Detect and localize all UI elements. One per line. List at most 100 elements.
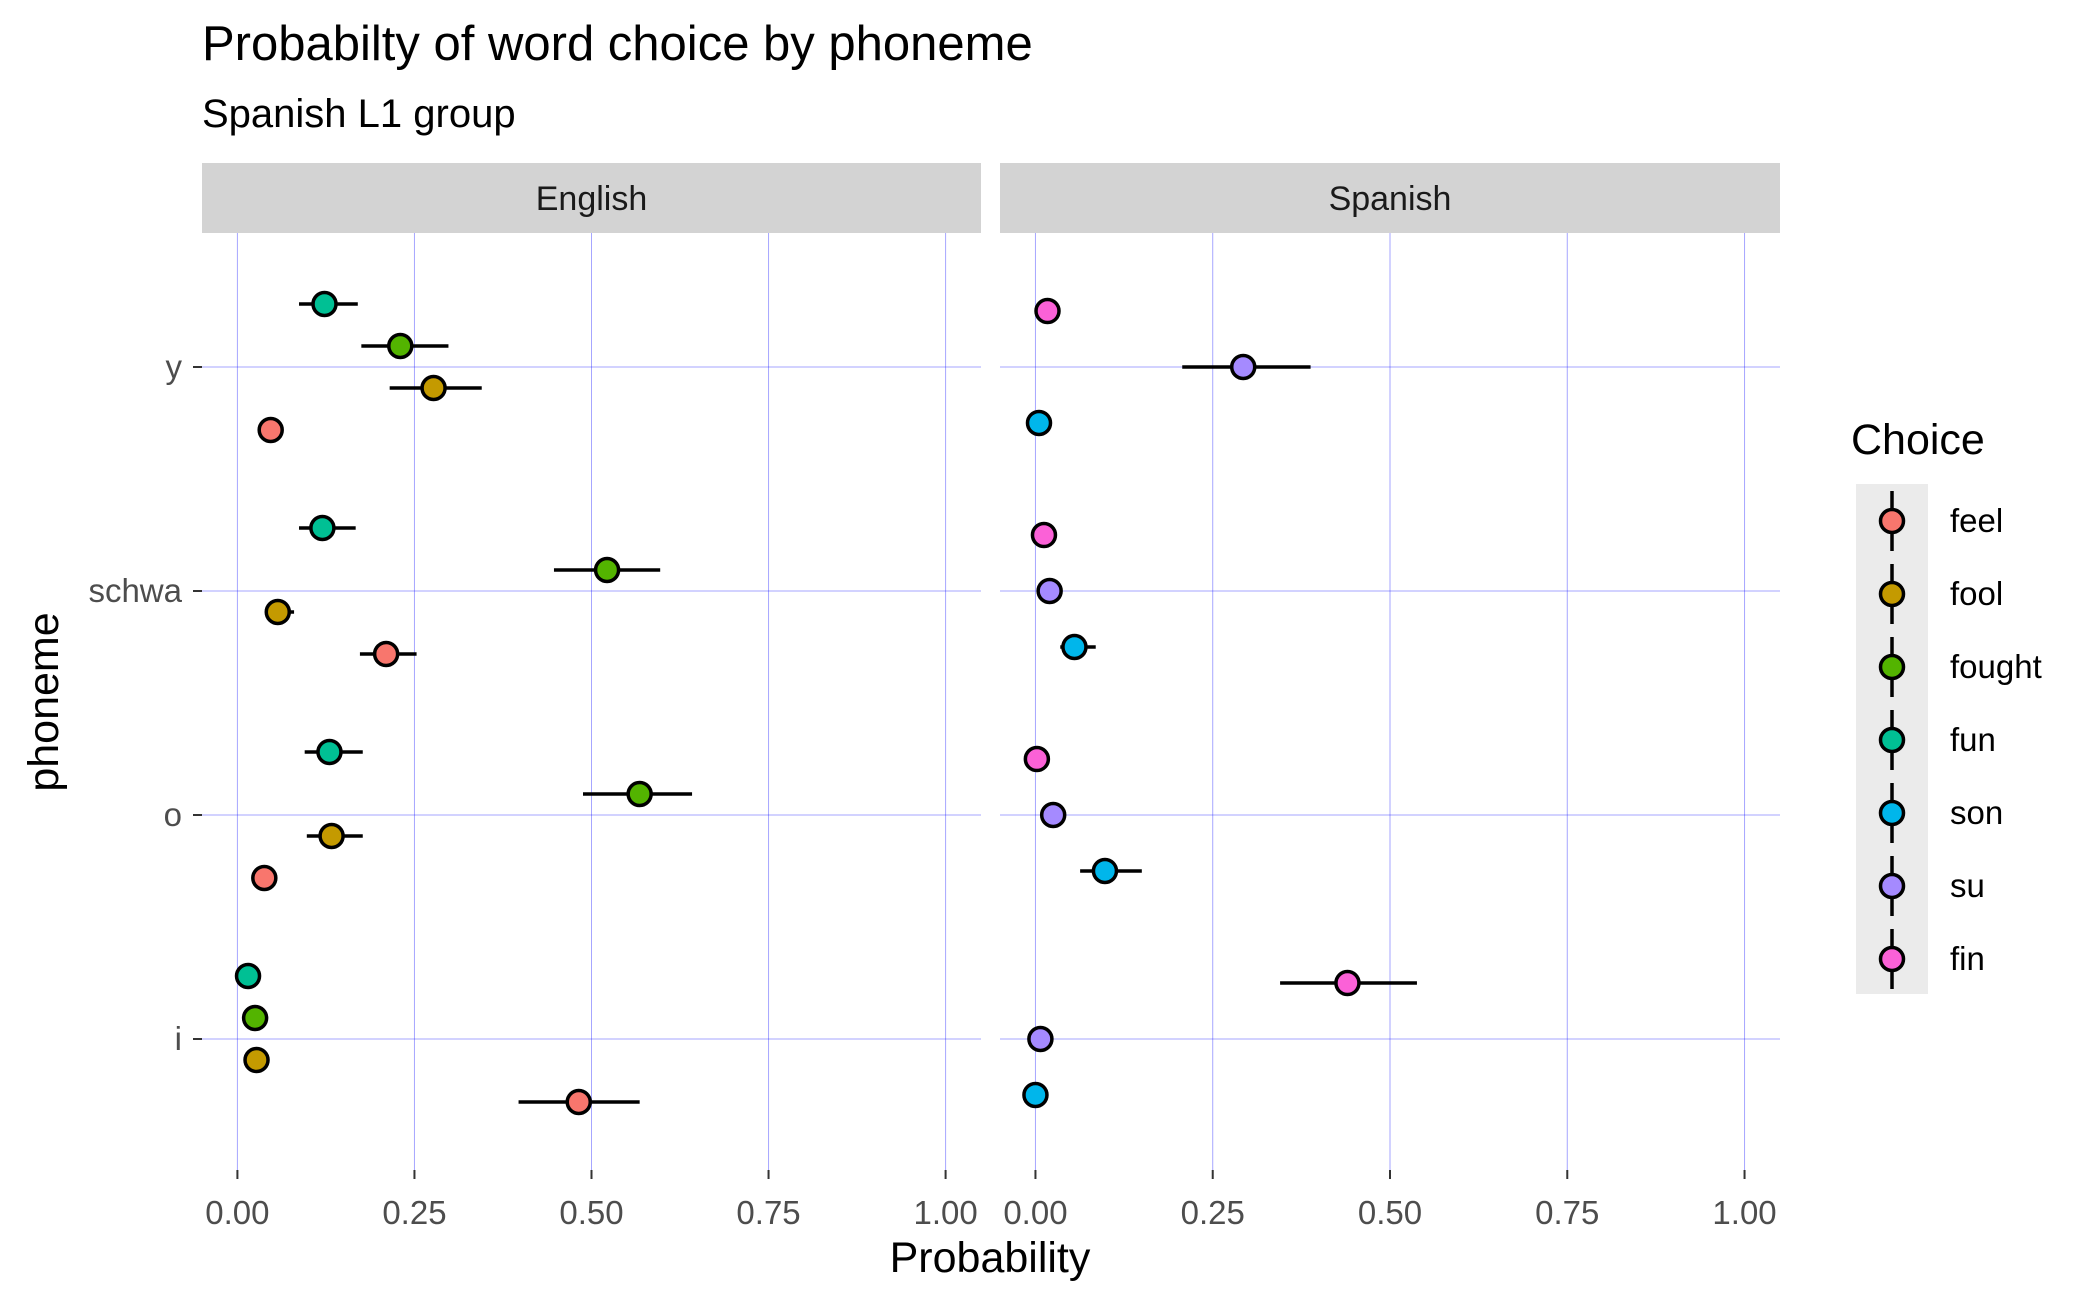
point-y-su xyxy=(1182,353,1311,381)
x-tick-label: 0.50 xyxy=(559,1194,623,1231)
point-schwa-fool xyxy=(264,598,295,626)
point-o-fun xyxy=(304,738,363,766)
data-point xyxy=(241,1004,269,1032)
data-point xyxy=(1061,633,1088,661)
data-point xyxy=(1025,409,1053,437)
data-point xyxy=(243,1046,270,1074)
chart-subtitle: Spanish L1 group xyxy=(202,92,516,136)
chart-title: Probabilty of word choice by phoneme xyxy=(202,17,1033,71)
legend-title: Choice xyxy=(1851,416,1985,464)
panels: English 0.00 0.25 0.50 0.75 1.00 Spanish 0.00 0.… xyxy=(202,163,1780,1231)
point-o-feel xyxy=(251,864,278,892)
point-i-fin xyxy=(1280,969,1417,997)
y-tick-label: y xyxy=(166,348,183,385)
x-tick-label: 0.25 xyxy=(1181,1194,1245,1231)
y-axis-title: phoneme xyxy=(20,612,68,791)
data-point xyxy=(1022,1081,1049,1109)
legend-item-fin: fin xyxy=(1878,929,1985,989)
legend-label: su xyxy=(1950,867,1985,904)
legend-label: fought xyxy=(1950,648,2042,685)
legend-key-point xyxy=(1878,507,1906,535)
data-point xyxy=(1229,353,1257,381)
data-point xyxy=(1027,1025,1054,1053)
data-point xyxy=(1091,857,1119,885)
point-y-son xyxy=(1025,409,1053,437)
legend-key-point xyxy=(1878,945,1906,973)
legend-item-su: su xyxy=(1878,856,1985,916)
point-schwa-fun xyxy=(299,514,356,542)
data-point xyxy=(257,416,284,444)
data-point xyxy=(1034,297,1061,325)
point-y-fool xyxy=(389,374,482,402)
data-point xyxy=(420,374,447,402)
y-axis: y schwa o i xyxy=(88,348,202,1057)
point-schwa-feel xyxy=(359,640,417,668)
legend-item-son: son xyxy=(1878,783,2003,843)
data-point xyxy=(626,780,653,808)
x-tick-label: 0.00 xyxy=(205,1194,269,1231)
x-tick-label: 1.00 xyxy=(1712,1194,1776,1231)
legend-label: fun xyxy=(1950,721,1996,758)
data-point xyxy=(316,738,343,766)
facet-strip-label: English xyxy=(536,180,648,218)
point-o-su xyxy=(1039,801,1067,829)
data-point xyxy=(309,514,336,542)
data-point xyxy=(264,598,292,626)
legend-key-point xyxy=(1878,726,1906,754)
point-schwa-su xyxy=(1036,577,1063,605)
x-tick-label: 0.25 xyxy=(382,1194,446,1231)
point-i-fool xyxy=(243,1046,270,1074)
data-point xyxy=(387,332,414,360)
point-schwa-fin xyxy=(1030,521,1058,549)
data-point xyxy=(251,864,278,892)
data-point xyxy=(593,556,621,584)
facet-strip xyxy=(202,163,981,233)
point-i-fought xyxy=(241,1004,269,1032)
panel-english: English 0.00 0.25 0.50 0.75 1.00 xyxy=(202,163,981,1231)
data-point xyxy=(1334,969,1361,997)
data-point xyxy=(318,822,345,850)
x-tick-label: 1.00 xyxy=(913,1194,977,1231)
y-tick-label: i xyxy=(175,1020,182,1057)
legend-label: feel xyxy=(1950,502,2003,539)
data-point xyxy=(372,640,400,668)
data-point xyxy=(234,962,262,990)
point-i-feel xyxy=(518,1088,640,1116)
legend-label: fin xyxy=(1950,940,1985,977)
facet-strip-label: Spanish xyxy=(1329,180,1452,218)
legend-item-fool: fool xyxy=(1878,564,2003,624)
legend: Choice feel fool fought fun son su fin xyxy=(1851,416,2042,994)
legend-key-point xyxy=(1878,799,1906,827)
legend-item-feel: feel xyxy=(1878,491,2003,551)
facet-strip xyxy=(1000,163,1780,233)
legend-key-point xyxy=(1878,872,1906,900)
point-o-fought xyxy=(583,780,693,808)
x-tick-label: 0.75 xyxy=(1535,1194,1599,1231)
data-point xyxy=(565,1088,593,1116)
point-y-fin xyxy=(1034,297,1061,325)
point-schwa-fought xyxy=(553,556,661,584)
legend-label: son xyxy=(1950,794,2003,831)
data-point xyxy=(1030,521,1058,549)
data-point xyxy=(1036,577,1063,605)
x-axis-title: Probability xyxy=(890,1234,1091,1282)
point-i-fun xyxy=(234,962,262,990)
x-tick-label: 0.50 xyxy=(1358,1194,1422,1231)
x-tick-label: 0.75 xyxy=(736,1194,800,1231)
legend-key-point xyxy=(1878,580,1906,608)
y-tick-label: schwa xyxy=(88,572,182,609)
point-y-fun xyxy=(299,290,358,318)
point-schwa-son xyxy=(1060,633,1096,661)
y-tick-label: o xyxy=(164,796,182,833)
legend-label: fool xyxy=(1950,575,2003,612)
point-o-son xyxy=(1080,857,1142,885)
point-i-son xyxy=(1022,1081,1049,1109)
legend-item-fought: fought xyxy=(1878,637,2042,697)
data-point xyxy=(311,290,338,318)
point-y-feel xyxy=(257,416,284,444)
panel-spanish: Spanish 0.00 0.25 0.50 0.75 1.00 xyxy=(1000,163,1780,1231)
data-point xyxy=(1039,801,1067,829)
x-tick-label: 0.00 xyxy=(1003,1194,1067,1231)
point-y-fought xyxy=(361,332,449,360)
